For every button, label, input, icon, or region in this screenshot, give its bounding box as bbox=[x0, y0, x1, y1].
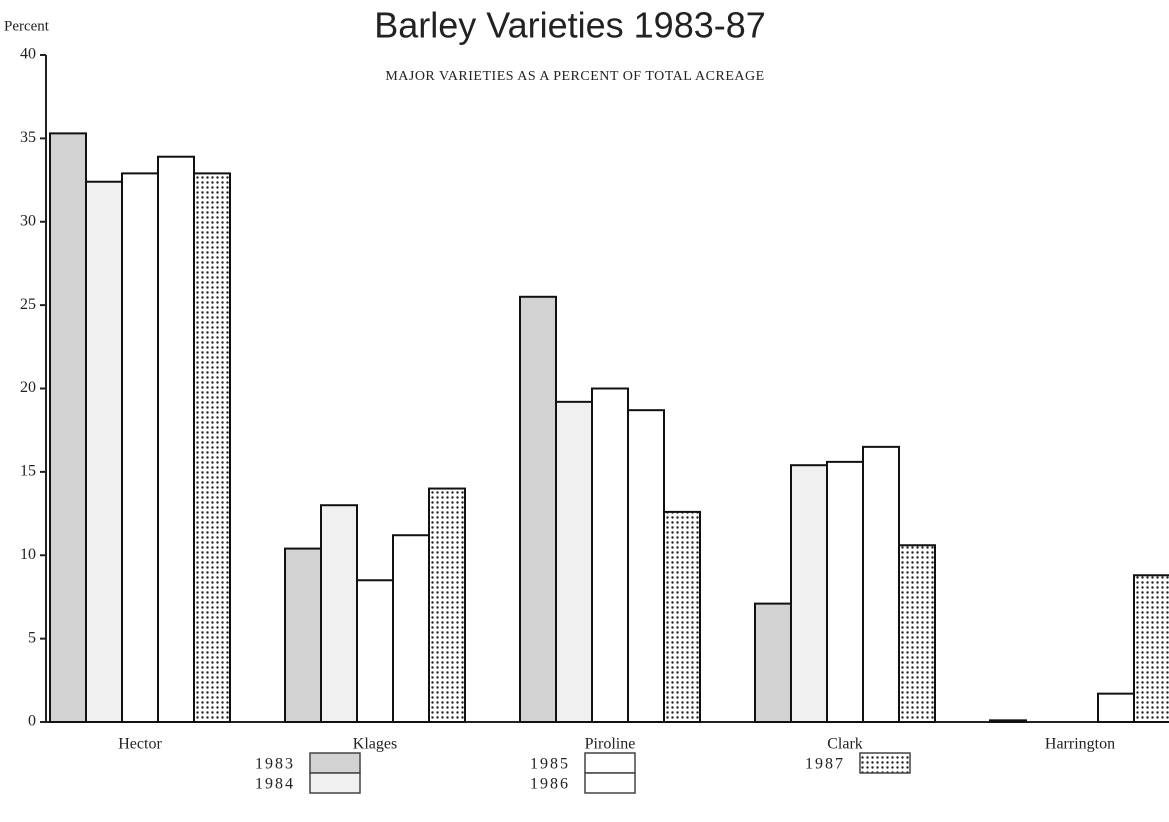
bar bbox=[989, 719, 1027, 724]
bar bbox=[428, 487, 466, 723]
legend-swatch bbox=[309, 752, 361, 774]
y-tick-label: 5 bbox=[28, 629, 36, 646]
chart-subtitle: MAJOR VARIETIES AS A PERCENT OF TOTAL AC… bbox=[385, 69, 764, 84]
bar bbox=[1097, 692, 1135, 724]
y-tick-label: 30 bbox=[20, 212, 36, 229]
bar bbox=[519, 295, 557, 723]
x-tick-label: Hector bbox=[118, 736, 162, 753]
y-tick-label: 10 bbox=[20, 546, 36, 563]
bar bbox=[320, 504, 358, 723]
bar bbox=[284, 547, 322, 724]
legend-label: 1984 bbox=[255, 776, 295, 793]
x-tick-label: Harrington bbox=[1045, 736, 1115, 753]
y-tick-label: 0 bbox=[28, 713, 36, 730]
bar bbox=[790, 464, 828, 723]
x-tick-label: Piroline bbox=[585, 736, 636, 753]
bar bbox=[555, 400, 593, 723]
y-axis-label: Percent bbox=[4, 18, 50, 34]
bar bbox=[157, 155, 195, 723]
y-tick-label: 20 bbox=[20, 379, 36, 396]
legend-label: 1986 bbox=[530, 776, 570, 793]
bar bbox=[862, 445, 900, 723]
legend-swatch bbox=[859, 752, 911, 774]
bar bbox=[1133, 574, 1169, 724]
y-tick-label: 15 bbox=[20, 463, 36, 480]
bar bbox=[627, 409, 665, 723]
bar bbox=[898, 544, 936, 723]
bar bbox=[193, 172, 231, 723]
bar bbox=[663, 510, 701, 723]
bar bbox=[121, 172, 159, 723]
bar bbox=[826, 460, 864, 723]
bar bbox=[356, 579, 394, 724]
bar bbox=[591, 387, 629, 723]
legend-label: 1985 bbox=[530, 756, 570, 773]
bar bbox=[85, 180, 123, 724]
y-tick-label: 25 bbox=[20, 296, 36, 313]
y-tick-label: 40 bbox=[20, 46, 36, 63]
bar bbox=[392, 534, 430, 723]
y-tick-label: 35 bbox=[20, 129, 36, 146]
legend-label: 1983 bbox=[255, 756, 295, 773]
legend-swatch bbox=[309, 772, 361, 794]
bar bbox=[754, 602, 792, 723]
chart-title: Barley Varieties 1983-87 bbox=[374, 5, 766, 46]
x-tick-label: Clark bbox=[827, 736, 863, 753]
legend-swatch bbox=[584, 772, 636, 794]
x-tick-label: Klages bbox=[353, 736, 397, 753]
legend-label: 1987 bbox=[805, 756, 845, 773]
legend-swatch bbox=[584, 752, 636, 774]
bar bbox=[49, 132, 87, 723]
